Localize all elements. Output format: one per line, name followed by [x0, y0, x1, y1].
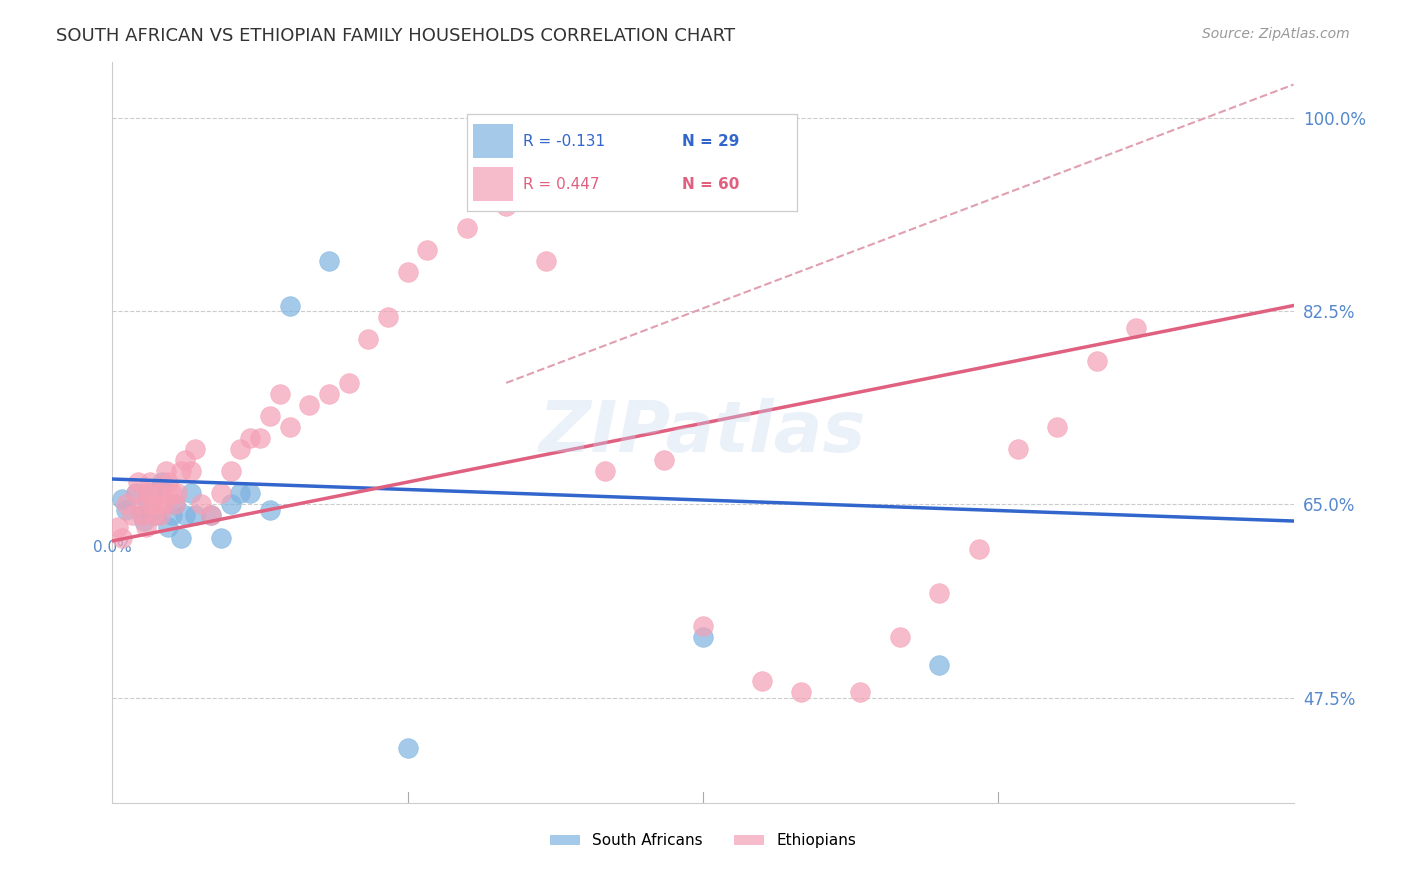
Point	[239, 486, 262, 500]
Point	[1085, 353, 1108, 368]
Point	[456, 221, 478, 235]
Text: SOUTH AFRICAN VS ETHIOPIAN FAMILY HOUSEHOLDS CORRELATION CHART: SOUTH AFRICAN VS ETHIOPIAN FAMILY HOUSEH…	[56, 27, 735, 45]
Point	[249, 431, 271, 445]
Point	[1007, 442, 1029, 457]
Point	[139, 486, 162, 500]
Point	[751, 674, 773, 689]
Point	[928, 586, 950, 600]
Point	[889, 630, 911, 644]
Point	[692, 619, 714, 633]
Point	[1046, 420, 1069, 434]
Point	[131, 508, 153, 523]
Point	[790, 685, 813, 699]
Point	[416, 244, 439, 258]
Point	[495, 199, 517, 213]
Point	[180, 464, 202, 478]
Point	[139, 475, 162, 490]
Point	[165, 498, 187, 512]
Point	[1125, 320, 1147, 334]
Point	[132, 514, 155, 528]
Point	[111, 491, 134, 506]
Point	[278, 420, 301, 434]
Point	[278, 299, 301, 313]
Point	[136, 498, 159, 512]
Point	[111, 531, 134, 545]
Point	[269, 387, 291, 401]
Point	[396, 265, 419, 279]
Point	[200, 508, 222, 523]
Point	[152, 498, 174, 512]
Point	[219, 464, 242, 478]
Point	[160, 486, 183, 500]
Point	[593, 464, 616, 478]
Point	[107, 519, 129, 533]
Point	[131, 508, 153, 523]
Text: Source: ZipAtlas.com: Source: ZipAtlas.com	[1202, 27, 1350, 41]
Point	[209, 531, 232, 545]
Point	[165, 498, 187, 512]
Point	[155, 464, 177, 478]
Point	[184, 508, 207, 523]
Text: 0.0%: 0.0%	[93, 540, 132, 555]
Point	[180, 486, 202, 500]
Point	[219, 498, 242, 512]
Point	[145, 508, 167, 523]
Point	[146, 498, 169, 512]
Point	[318, 387, 340, 401]
Point	[121, 508, 143, 523]
Point	[132, 498, 155, 512]
Point	[184, 442, 207, 457]
Point	[127, 475, 149, 490]
Point	[115, 503, 138, 517]
Point	[156, 475, 179, 490]
Point	[298, 398, 321, 412]
Point	[190, 498, 212, 512]
Point	[115, 498, 138, 512]
Point	[259, 503, 281, 517]
Point	[174, 453, 197, 467]
Point	[377, 310, 399, 324]
Point	[849, 685, 872, 699]
Point	[259, 409, 281, 423]
Point	[145, 486, 167, 500]
Point	[174, 508, 197, 523]
Point	[160, 508, 183, 523]
Point	[337, 376, 360, 390]
Point	[150, 475, 173, 490]
Point	[156, 519, 179, 533]
Point	[928, 657, 950, 672]
Point	[357, 332, 380, 346]
Point	[200, 508, 222, 523]
Point	[149, 508, 172, 523]
Point	[692, 630, 714, 644]
Point	[534, 254, 557, 268]
Point	[141, 498, 163, 512]
Point	[239, 431, 262, 445]
Point	[652, 453, 675, 467]
Point	[170, 464, 193, 478]
Point	[135, 519, 157, 533]
Text: ZIPatlas: ZIPatlas	[540, 398, 866, 467]
Point	[136, 486, 159, 500]
Point	[149, 481, 172, 495]
Point	[318, 254, 340, 268]
Point	[125, 486, 148, 500]
Point	[142, 508, 165, 523]
Point	[125, 486, 148, 500]
Point	[141, 503, 163, 517]
Point	[170, 531, 193, 545]
Legend: South Africans, Ethiopians: South Africans, Ethiopians	[544, 827, 862, 855]
Point	[209, 486, 232, 500]
Point	[150, 486, 173, 500]
Point	[396, 740, 419, 755]
Point	[229, 486, 252, 500]
Point	[229, 442, 252, 457]
Point	[166, 486, 188, 500]
Point	[967, 541, 990, 556]
